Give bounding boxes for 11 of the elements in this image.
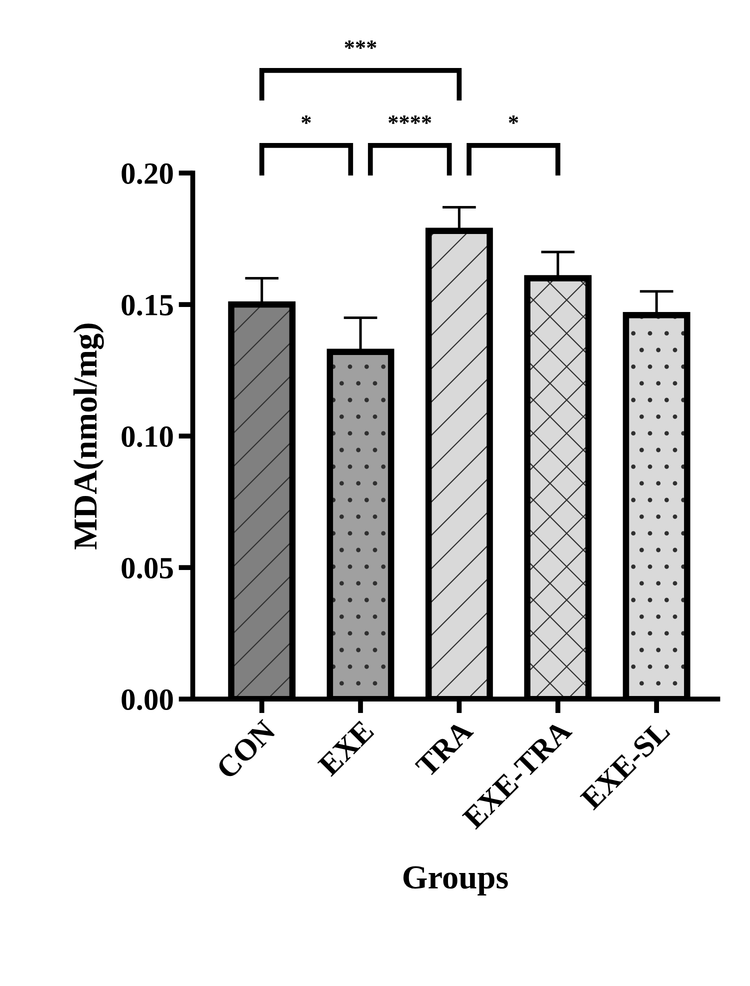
y-tick-label: 0.15 — [122, 294, 173, 316]
y-tick-label: 0.20 — [122, 163, 173, 184]
y-tick-label: 0.00 — [122, 689, 173, 710]
y-axis-title: MDA(nmol/mg) — [73, 324, 104, 550]
text: * — [302, 116, 311, 124]
text: *** — [344, 40, 376, 49]
text: * — [508, 116, 518, 124]
y-tick-label: 0.10 — [122, 426, 173, 448]
text: **** — [388, 116, 432, 124]
x-axis-title: Groups — [403, 866, 508, 896]
y-tick-label: 0.05 — [122, 558, 173, 579]
